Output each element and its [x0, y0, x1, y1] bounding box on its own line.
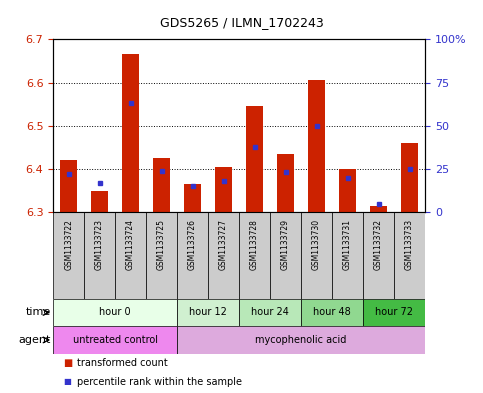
- Text: hour 24: hour 24: [251, 307, 289, 318]
- Bar: [270, 212, 301, 299]
- Bar: [394, 212, 425, 299]
- Bar: [239, 299, 301, 326]
- Bar: [146, 212, 177, 299]
- Bar: [177, 299, 239, 326]
- Bar: [370, 206, 387, 212]
- Text: GSM1133723: GSM1133723: [95, 219, 104, 270]
- Text: hour 48: hour 48: [313, 307, 351, 318]
- Bar: [215, 167, 232, 212]
- Bar: [301, 299, 363, 326]
- Bar: [53, 299, 177, 326]
- Bar: [208, 212, 239, 299]
- Text: GSM1133722: GSM1133722: [64, 219, 73, 270]
- Text: GDS5265 / ILMN_1702243: GDS5265 / ILMN_1702243: [159, 17, 324, 29]
- Text: GSM1133730: GSM1133730: [312, 219, 321, 270]
- Bar: [301, 212, 332, 299]
- Bar: [122, 55, 139, 212]
- Bar: [308, 81, 325, 212]
- Text: untreated control: untreated control: [72, 335, 157, 345]
- Text: ■: ■: [63, 378, 71, 386]
- Bar: [246, 107, 263, 212]
- Bar: [401, 143, 418, 212]
- Bar: [177, 326, 425, 354]
- Bar: [60, 160, 77, 212]
- Text: ■: ■: [63, 358, 72, 367]
- Text: time: time: [26, 307, 51, 318]
- Text: GSM1133725: GSM1133725: [157, 219, 166, 270]
- Bar: [53, 326, 177, 354]
- Text: GSM1133726: GSM1133726: [188, 219, 197, 270]
- Text: GSM1133728: GSM1133728: [250, 219, 259, 270]
- Bar: [84, 212, 115, 299]
- Text: GSM1133731: GSM1133731: [343, 219, 352, 270]
- Bar: [184, 184, 201, 212]
- Text: mycophenolic acid: mycophenolic acid: [256, 335, 347, 345]
- Bar: [91, 191, 108, 212]
- Text: hour 72: hour 72: [375, 307, 413, 318]
- Bar: [277, 154, 294, 212]
- Bar: [363, 299, 425, 326]
- Text: transformed count: transformed count: [77, 358, 168, 367]
- Text: GSM1133727: GSM1133727: [219, 219, 228, 270]
- Bar: [239, 212, 270, 299]
- Text: hour 12: hour 12: [189, 307, 227, 318]
- Text: agent: agent: [18, 335, 51, 345]
- Text: percentile rank within the sample: percentile rank within the sample: [77, 377, 242, 387]
- Bar: [339, 169, 356, 212]
- Bar: [363, 212, 394, 299]
- Text: GSM1133732: GSM1133732: [374, 219, 383, 270]
- Bar: [153, 158, 170, 212]
- Bar: [177, 212, 208, 299]
- Bar: [332, 212, 363, 299]
- Bar: [53, 212, 84, 299]
- Text: GSM1133724: GSM1133724: [126, 219, 135, 270]
- Text: GSM1133729: GSM1133729: [281, 219, 290, 270]
- Text: GSM1133733: GSM1133733: [405, 219, 414, 270]
- Bar: [115, 212, 146, 299]
- Text: hour 0: hour 0: [99, 307, 131, 318]
